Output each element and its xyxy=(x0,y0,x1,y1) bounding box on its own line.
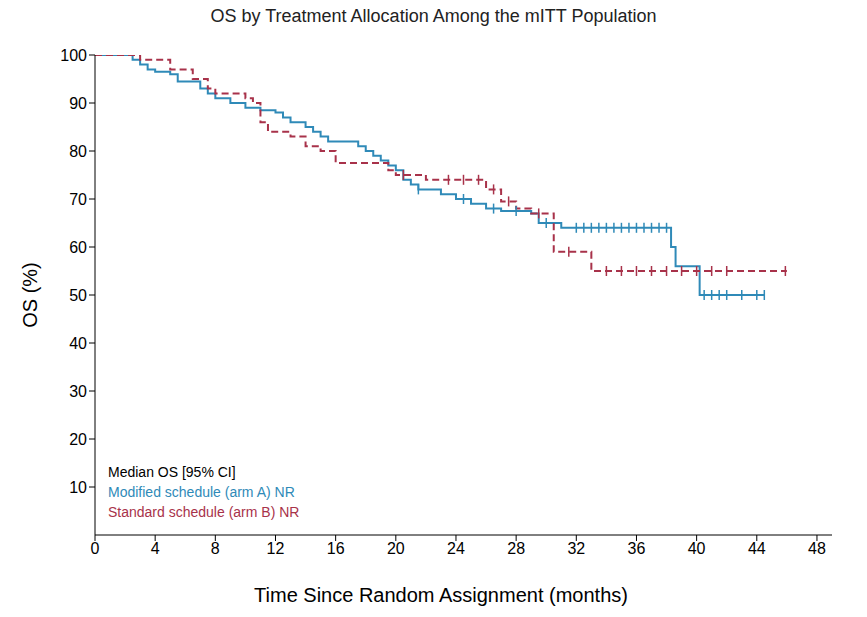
html-text:OS (%): OS (%) xyxy=(18,262,41,328)
svg-text:30: 30 xyxy=(69,383,87,400)
svg-text:0: 0 xyxy=(91,540,100,557)
html-text:Median OS [95% CI]: Median OS [95% CI] xyxy=(108,464,236,480)
svg-text:80: 80 xyxy=(69,143,87,160)
svg-text:32: 32 xyxy=(567,540,585,557)
html-text:Standard schedule (arm B) NR: Standard schedule (arm B) NR xyxy=(108,504,300,520)
svg-text:10: 10 xyxy=(69,479,87,496)
svg-text:20: 20 xyxy=(69,431,87,448)
svg-text:24: 24 xyxy=(447,540,465,557)
svg-text:50: 50 xyxy=(69,287,87,304)
svg-text:40: 40 xyxy=(688,540,706,557)
svg-text:48: 48 xyxy=(808,540,826,557)
svg-text:4: 4 xyxy=(151,540,160,557)
html-text:Time Since Random Assignment (: Time Since Random Assignment (months) xyxy=(254,584,628,606)
svg-text:90: 90 xyxy=(69,95,87,112)
html-text:Modified schedule (arm A) NR: Modified schedule (arm A) NR xyxy=(108,484,295,500)
svg-text:100: 100 xyxy=(60,47,87,64)
svg-text:16: 16 xyxy=(327,540,345,557)
svg-text:12: 12 xyxy=(267,540,285,557)
html-text:OS by Treatment Allocation Amo: OS by Treatment Allocation Among the mIT… xyxy=(210,6,657,26)
svg-text:20: 20 xyxy=(387,540,405,557)
svg-text:36: 36 xyxy=(628,540,646,557)
svg-text:60: 60 xyxy=(69,239,87,256)
svg-text:28: 28 xyxy=(507,540,525,557)
svg-text:44: 44 xyxy=(748,540,766,557)
svg-text:40: 40 xyxy=(69,335,87,352)
svg-text:70: 70 xyxy=(69,191,87,208)
svg-text:8: 8 xyxy=(211,540,220,557)
